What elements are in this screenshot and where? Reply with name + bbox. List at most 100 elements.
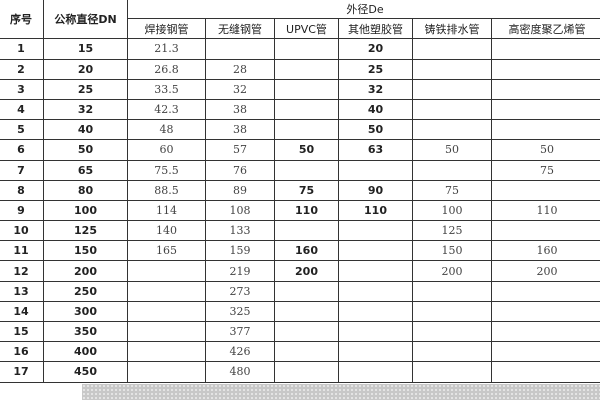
cell-other-plastic: 25 [338, 58, 413, 80]
cell-cast-iron [412, 159, 492, 181]
table-row: 10 125 140 133 125 [0, 220, 600, 242]
header-upvc: UPVC管 [274, 18, 339, 40]
cell-other-plastic [338, 240, 413, 262]
cell-dn: 20 [43, 58, 128, 80]
cell-upvc [274, 58, 339, 80]
cell-other-plastic: 110 [338, 199, 413, 222]
table-row: 16 400 426 [0, 341, 600, 363]
cell-dn: 200 [43, 260, 128, 282]
table-row: 14 300 325 [0, 300, 600, 323]
cell-hdpe [491, 361, 600, 383]
cell-cast-iron [412, 300, 492, 323]
cell-other-plastic [338, 320, 413, 343]
cell-hdpe: 160 [491, 240, 600, 262]
cell-welded-steel [127, 320, 206, 343]
table-row: 4 32 42.3 38 40 [0, 98, 600, 121]
cell-welded-steel: 42.3 [127, 98, 206, 121]
cell-other-plastic [338, 159, 413, 181]
cell-dn: 125 [43, 220, 128, 242]
cell-index: 12 [0, 260, 44, 282]
cell-other-plastic [338, 280, 413, 302]
cell-hdpe [491, 38, 600, 60]
cell-seamless-steel: 133 [205, 220, 275, 242]
cell-other-plastic: 63 [338, 139, 413, 161]
cell-dn: 300 [43, 300, 128, 323]
table-row: 5 40 48 38 50 [0, 119, 600, 141]
cell-upvc [274, 119, 339, 141]
cell-welded-steel: 33.5 [127, 78, 206, 100]
header-outer-diameter-group: 外径De [127, 0, 600, 20]
cell-index: 1 [0, 38, 44, 60]
cell-hdpe [491, 58, 600, 80]
cell-cast-iron [412, 361, 492, 383]
header-seamless-steel: 无缝钢管 [205, 18, 275, 40]
cell-seamless-steel [205, 38, 275, 60]
cell-index: 14 [0, 300, 44, 323]
table-row: 17 450 480 [0, 361, 600, 383]
cell-hdpe: 75 [491, 159, 600, 181]
cell-hdpe [491, 78, 600, 100]
cell-index: 9 [0, 199, 44, 222]
table-row: 3 25 33.5 32 32 [0, 78, 600, 100]
cell-other-plastic [338, 300, 413, 323]
cell-cast-iron [412, 98, 492, 121]
cell-cast-iron: 100 [412, 199, 492, 222]
cell-cast-iron: 150 [412, 240, 492, 262]
cell-hdpe [491, 119, 600, 141]
cell-index: 6 [0, 139, 44, 161]
cell-other-plastic: 50 [338, 119, 413, 141]
table-row: 15 350 377 [0, 320, 600, 343]
cell-seamless-steel: 480 [205, 361, 275, 383]
cell-welded-steel: 48 [127, 119, 206, 141]
cell-upvc [274, 361, 339, 383]
cell-seamless-steel: 57 [205, 139, 275, 161]
cell-welded-steel: 26.8 [127, 58, 206, 80]
cell-upvc: 200 [274, 260, 339, 282]
cell-index: 13 [0, 280, 44, 302]
cell-cast-iron [412, 280, 492, 302]
cell-dn: 50 [43, 139, 128, 161]
cell-upvc [274, 159, 339, 181]
cell-cast-iron [412, 341, 492, 363]
cell-hdpe: 200 [491, 260, 600, 282]
cell-welded-steel: 21.3 [127, 38, 206, 60]
cell-dn: 150 [43, 240, 128, 262]
header-nominal-diameter: 公称直径DN [43, 0, 128, 40]
cell-dn: 40 [43, 119, 128, 141]
cell-seamless-steel: 325 [205, 300, 275, 323]
cell-other-plastic: 90 [338, 179, 413, 201]
table-row: 9 100 114 108 110 110 100 110 [0, 199, 600, 222]
cell-cast-iron [412, 38, 492, 60]
cell-cast-iron: 200 [412, 260, 492, 282]
table-row: 7 65 75.5 76 75 [0, 159, 600, 181]
cell-dn: 32 [43, 98, 128, 121]
cell-hdpe: 50 [491, 139, 600, 161]
cell-seamless-steel: 28 [205, 58, 275, 80]
table-row: 13 250 273 [0, 280, 600, 302]
cell-cast-iron: 50 [412, 139, 492, 161]
cell-index: 4 [0, 98, 44, 121]
cell-dn: 80 [43, 179, 128, 201]
cell-index: 11 [0, 240, 44, 262]
cell-index: 15 [0, 320, 44, 343]
cell-seamless-steel: 219 [205, 260, 275, 282]
cell-cast-iron [412, 320, 492, 343]
header-welded-steel: 焊接钢管 [127, 18, 206, 40]
header-hdpe: 高密度聚乙烯管 [491, 18, 600, 40]
cell-welded-steel [127, 341, 206, 363]
cell-seamless-steel: 32 [205, 78, 275, 100]
cell-cast-iron [412, 119, 492, 141]
cell-seamless-steel: 89 [205, 179, 275, 201]
cell-other-plastic [338, 361, 413, 383]
obscuring-overlay [82, 384, 600, 400]
cell-dn: 450 [43, 361, 128, 383]
cell-welded-steel: 75.5 [127, 159, 206, 181]
cell-dn: 400 [43, 341, 128, 363]
cell-upvc [274, 320, 339, 343]
cell-index: 10 [0, 220, 44, 242]
cell-dn: 25 [43, 78, 128, 100]
cell-upvc [274, 78, 339, 100]
table-row: 6 50 60 57 50 63 50 50 [0, 139, 600, 161]
cell-welded-steel: 114 [127, 199, 206, 222]
cell-index: 3 [0, 78, 44, 100]
